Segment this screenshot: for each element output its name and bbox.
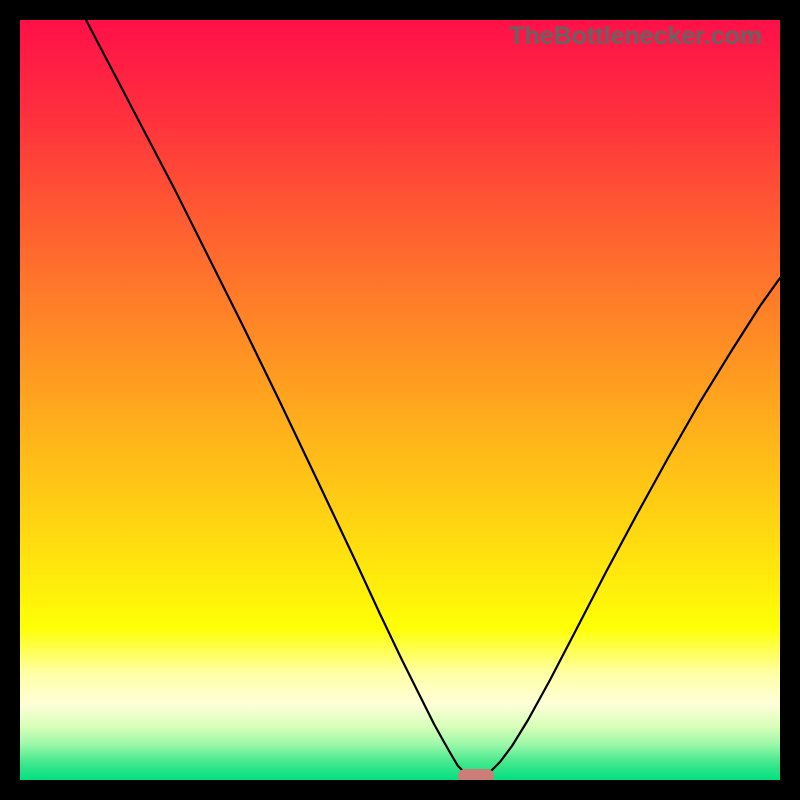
optimum-marker <box>20 20 780 780</box>
chart-frame: TheBottlenecker.com <box>0 0 800 800</box>
plot-area <box>20 20 780 780</box>
watermark-text: TheBottlenecker.com <box>509 22 762 51</box>
